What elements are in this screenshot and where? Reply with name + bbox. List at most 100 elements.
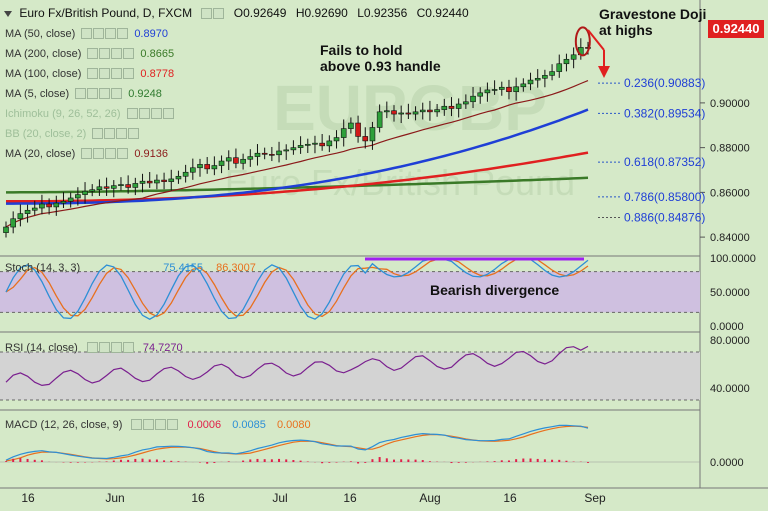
ma50-line — [6, 108, 589, 205]
fib-level-label: 0.618(0.87352) — [624, 155, 705, 169]
x-tick-label: 16 — [191, 491, 205, 505]
ma200-line — [6, 176, 589, 194]
macd-label: MACD (12, 26, close, 9) — [5, 419, 123, 431]
candle-body — [154, 179, 160, 184]
candle-body — [211, 165, 218, 170]
candle-body — [39, 203, 45, 209]
indicator-controls[interactable] — [81, 148, 129, 160]
indicator-label-row[interactable]: BB (20, close, 2) — [5, 128, 145, 140]
candle-body — [513, 86, 519, 93]
candle-body — [563, 58, 570, 65]
candle-body — [297, 145, 304, 148]
indicator-controls[interactable] — [75, 88, 123, 100]
candle-body — [348, 122, 354, 129]
indicator-value: 0.9248 — [128, 88, 162, 100]
rsi-value: 74.7270 — [142, 342, 183, 354]
macd-line — [5, 424, 589, 461]
candle-body — [276, 150, 282, 156]
x-tick-label: Jul — [272, 491, 287, 505]
y-tick-label: 0.88000 — [710, 143, 750, 155]
doji-arrowhead — [598, 66, 610, 78]
indicator-label-row[interactable]: MA (200, close) 0.8665 — [5, 48, 174, 60]
indicator-controls[interactable] — [87, 48, 135, 60]
candle-body — [312, 142, 318, 145]
stoch-d-value: 86.3007 — [216, 262, 256, 274]
stoch-k-line — [5, 258, 589, 320]
open-value: O0.92649 — [233, 6, 287, 20]
price-badge: 0.92440 — [708, 20, 764, 38]
stoch-tick-label: 50.0000 — [710, 287, 750, 299]
stoch-d-line — [5, 258, 589, 318]
indicator-label-row[interactable]: MA (50, close) 0.8970 — [5, 28, 168, 40]
x-tick-label: 16 — [503, 491, 517, 505]
stoch-label-row: Stoch (14, 3, 3) 75.4155 86.3007 — [5, 262, 256, 274]
candle-body — [197, 164, 203, 169]
ma100-line — [6, 151, 589, 203]
candle-body — [326, 140, 333, 147]
indicator-label-row[interactable]: Ichimoku (9, 26, 52, 26) — [5, 108, 180, 120]
annotation-fails-line2: above 0.93 handle — [320, 58, 441, 74]
indicator-controls[interactable] — [92, 128, 140, 140]
candle-body — [240, 158, 246, 164]
candle-body — [355, 122, 361, 137]
candle-body — [269, 154, 275, 156]
candle-body — [175, 175, 182, 180]
macd-value: 0.0085 — [232, 419, 266, 431]
candle-body — [161, 179, 167, 182]
candle-body — [190, 167, 196, 173]
candle-body — [463, 101, 469, 105]
candle-body — [427, 109, 433, 113]
candle-body — [491, 89, 498, 91]
x-tick-label: Aug — [419, 491, 440, 505]
indicator-label-row[interactable]: MA (20, close) 0.9136 — [5, 148, 168, 160]
candle-body — [534, 77, 541, 81]
indicator-label-row[interactable]: MA (100, close) 0.8778 — [5, 68, 174, 80]
candle-body — [17, 213, 24, 220]
annotation-fails-line1: Fails to hold — [320, 42, 403, 58]
y-tick-label: 0.86000 — [710, 187, 750, 199]
annotation-doji-line2: at highs — [599, 22, 653, 38]
candle-body — [218, 160, 225, 166]
fib-level-label: 0.886(0.84876) — [624, 211, 705, 225]
indicator-controls[interactable] — [126, 108, 174, 120]
candle-body — [67, 197, 74, 202]
indicator-label: MA (50, close) — [5, 28, 76, 40]
header-controls[interactable] — [201, 8, 225, 20]
candle-body — [247, 156, 254, 160]
candle-body — [118, 184, 124, 186]
indicator-controls[interactable] — [87, 68, 135, 80]
candle-body — [570, 54, 577, 60]
macd-controls[interactable] — [131, 419, 179, 431]
rsi-label-row: RSI (14, close) 74.7270 — [5, 340, 183, 354]
indicator-label-row[interactable]: MA (5, close) 0.9248 — [5, 88, 162, 100]
macd-hist-value: 0.0006 — [187, 419, 222, 431]
indicator-label: BB (20, close, 2) — [5, 128, 87, 140]
candle-body — [362, 136, 369, 142]
indicator-controls[interactable] — [81, 28, 129, 40]
candle-body — [60, 201, 67, 204]
close-value: C0.92440 — [416, 6, 469, 20]
candle-body — [139, 180, 146, 184]
rsi-controls[interactable] — [86, 342, 134, 354]
symbol-dropdown[interactable] — [4, 10, 12, 17]
x-tick-label: Jun — [105, 491, 124, 505]
candle-body — [182, 171, 189, 177]
candle-body — [31, 207, 38, 211]
x-tick-label: Sep — [584, 491, 606, 505]
candle-body — [254, 152, 261, 157]
candle-body — [204, 164, 210, 170]
candle-body — [384, 110, 390, 113]
candle-body — [132, 183, 139, 188]
macd-signal-value: 0.0080 — [276, 419, 311, 431]
annotation-fails: Fails to hold above 0.93 handle — [320, 42, 441, 74]
candle-body — [398, 112, 404, 115]
candle-body — [527, 79, 534, 85]
candle-body — [441, 105, 448, 110]
candle-body — [110, 185, 117, 189]
candle-body — [89, 189, 96, 192]
candle-body — [46, 203, 52, 208]
annotation-doji: Gravestone Doji at highs — [599, 6, 706, 38]
low-value: L0.92356 — [357, 6, 408, 20]
